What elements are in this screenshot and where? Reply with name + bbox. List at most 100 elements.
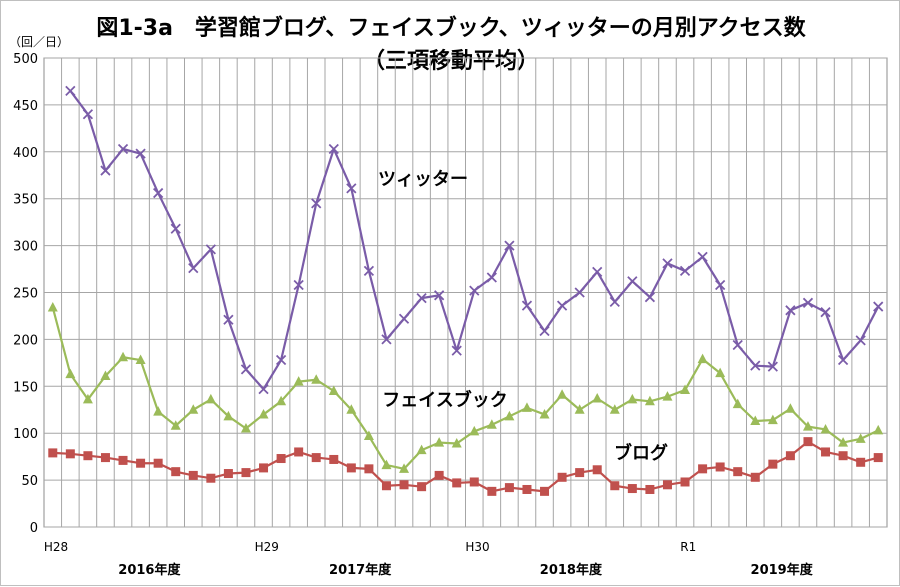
data-point: [679, 265, 691, 277]
data-point: [662, 258, 673, 269]
data-point: [135, 354, 146, 365]
data-point: [258, 383, 269, 395]
data-point: [346, 463, 356, 473]
data-point: [504, 483, 514, 493]
data-point: [733, 467, 743, 477]
data-point: [821, 447, 831, 457]
data-point: [644, 395, 655, 406]
data-point: [205, 244, 216, 255]
data-point: [363, 265, 375, 277]
data-point: [451, 438, 462, 448]
data-point: [732, 398, 743, 409]
x-fiscal-year-label: 2019年度: [751, 562, 814, 578]
data-point: [662, 391, 673, 401]
data-point: [240, 423, 251, 433]
data-point: [785, 451, 795, 461]
data-point: [697, 353, 708, 364]
data-point: [469, 477, 479, 487]
data-point: [417, 482, 427, 492]
data-point: [258, 408, 269, 419]
data-point: [118, 455, 128, 465]
data-point: [100, 370, 111, 380]
data-point: [170, 420, 181, 430]
y-tick-label: 250: [13, 287, 38, 302]
data-point: [82, 393, 93, 404]
data-point: [592, 392, 603, 403]
data-point: [65, 368, 76, 379]
data-point: [452, 478, 462, 488]
grid-layer: [43, 57, 888, 528]
data-point: [609, 404, 620, 414]
data-point: [469, 425, 480, 436]
data-point: [170, 223, 181, 234]
data-point: [539, 408, 550, 419]
data-point: [820, 423, 831, 434]
data-point: [486, 419, 497, 429]
data-point: [311, 198, 322, 209]
data-point: [540, 486, 550, 496]
x-era-label: R1: [680, 540, 696, 554]
data-point: [802, 421, 813, 431]
x-era-label: H28: [44, 540, 68, 554]
data-point: [100, 453, 110, 463]
data-point: [434, 470, 444, 480]
x-fiscal-year-label: 2018年度: [540, 562, 603, 578]
data-point: [136, 458, 146, 468]
data-point: [698, 464, 708, 474]
chart-title: 図1-3a 学習館ブログ、フェイスブック、ツィッターの月別アクセス数: [96, 15, 806, 41]
data-point: [768, 459, 778, 469]
data-point: [65, 85, 76, 96]
data-point: [609, 296, 620, 308]
data-point: [715, 462, 725, 472]
data-point: [206, 473, 216, 483]
data-point: [837, 354, 849, 366]
data-point: [171, 467, 181, 477]
data-point: [205, 393, 216, 404]
chart-subtitle: （三項移動平均）: [363, 48, 539, 74]
data-point: [188, 404, 199, 414]
data-point: [240, 364, 252, 375]
data-point: [293, 376, 304, 386]
x-era-label: H29: [255, 540, 279, 554]
x-era-label: H30: [465, 540, 489, 554]
x-fiscal-year-label: 2017年度: [329, 562, 392, 578]
data-point: [610, 481, 620, 491]
data-point: [680, 477, 690, 487]
data-point: [838, 451, 848, 461]
data-point: [575, 468, 585, 478]
x-fiscal-year-label: 2016年度: [118, 562, 181, 578]
data-point: [241, 468, 251, 478]
data-point: [153, 187, 164, 199]
data-point: [697, 251, 708, 262]
data-point: [750, 360, 761, 371]
data-point: [504, 240, 515, 251]
y-tick-label: 400: [13, 146, 38, 161]
data-point: [275, 354, 287, 366]
data-point: [592, 465, 602, 475]
data-point: [364, 464, 374, 474]
data-point: [328, 385, 339, 395]
data-point: [398, 313, 410, 324]
data-point: [557, 389, 568, 399]
data-point: [399, 463, 410, 473]
data-point: [381, 459, 392, 470]
data-point: [645, 484, 655, 494]
data-point: [662, 480, 672, 490]
y-tick-label: 450: [13, 99, 38, 114]
data-point: [521, 402, 532, 412]
data-point: [644, 292, 656, 303]
y-tick-label: 100: [13, 427, 38, 442]
data-point: [329, 454, 339, 464]
series-layer: [47, 85, 884, 496]
data-point: [785, 403, 796, 413]
data-point: [381, 481, 391, 491]
data-point: [153, 406, 164, 416]
data-point: [486, 272, 497, 283]
data-point: [803, 437, 813, 447]
data-point: [539, 325, 550, 337]
data-point: [592, 266, 603, 278]
y-tick-label: 200: [13, 333, 38, 348]
data-point: [732, 339, 743, 351]
y-tick-label: 500: [13, 52, 38, 67]
data-point: [574, 404, 585, 414]
